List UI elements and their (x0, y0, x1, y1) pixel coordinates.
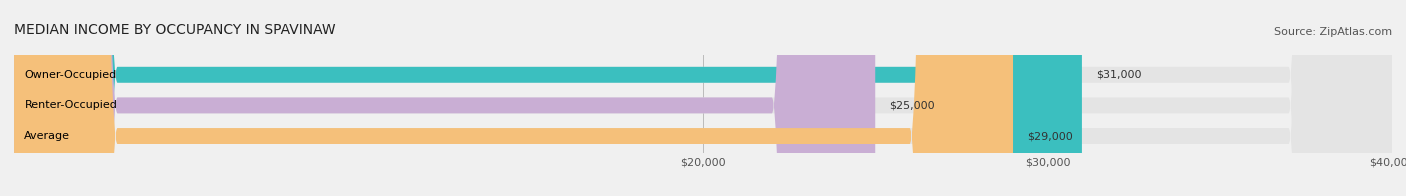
FancyBboxPatch shape (14, 0, 1014, 196)
FancyBboxPatch shape (14, 0, 876, 196)
Text: $25,000: $25,000 (889, 100, 935, 110)
FancyBboxPatch shape (14, 0, 1392, 196)
FancyBboxPatch shape (14, 0, 1392, 196)
FancyBboxPatch shape (14, 0, 1392, 196)
Text: Renter-Occupied: Renter-Occupied (24, 100, 117, 110)
FancyBboxPatch shape (14, 0, 1083, 196)
Text: Owner-Occupied: Owner-Occupied (24, 70, 117, 80)
Text: Source: ZipAtlas.com: Source: ZipAtlas.com (1274, 27, 1392, 37)
Text: $29,000: $29,000 (1026, 131, 1073, 141)
Text: $31,000: $31,000 (1095, 70, 1142, 80)
Text: Average: Average (24, 131, 70, 141)
Text: MEDIAN INCOME BY OCCUPANCY IN SPAVINAW: MEDIAN INCOME BY OCCUPANCY IN SPAVINAW (14, 23, 336, 37)
